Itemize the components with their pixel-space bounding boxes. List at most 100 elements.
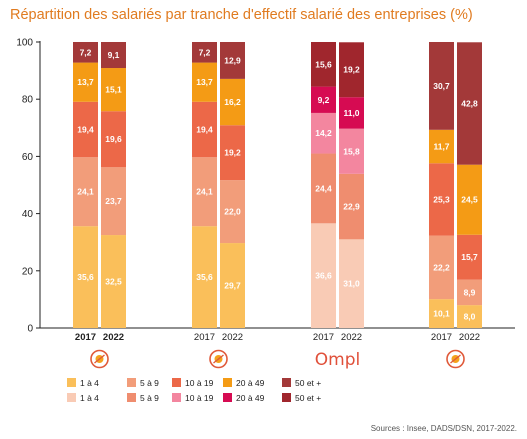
data-label: 19,2	[224, 148, 241, 158]
bar-segment	[192, 101, 217, 158]
data-label: 19,2	[343, 65, 360, 75]
legend-swatch	[223, 393, 232, 402]
x-tick-label: 2022	[222, 332, 243, 343]
y-tick-label: 100	[16, 38, 33, 49]
legend-label: 1 à 4	[80, 393, 99, 403]
data-label: 24,1	[77, 187, 94, 197]
data-label: 24,4	[315, 183, 332, 193]
legend-swatch	[67, 393, 76, 402]
bar-segment	[457, 279, 482, 306]
data-label: 24,5	[461, 195, 478, 205]
legend-label: 1 à 4	[80, 378, 99, 388]
data-label: 25,3	[433, 194, 450, 204]
data-label: 19,4	[196, 125, 213, 135]
x-tick-label: 2022	[103, 332, 124, 343]
y-tick-label: 80	[22, 95, 34, 106]
data-label: 22,9	[343, 202, 360, 212]
ep-logo-icon	[446, 349, 465, 369]
bar-segment	[73, 226, 98, 328]
bar-segment	[73, 101, 98, 158]
source-note: Sources : Insee, DADS/DSN, 2017-2022.	[370, 424, 517, 433]
bar-segment	[429, 299, 454, 328]
legend-swatch	[282, 378, 291, 387]
y-tick-label: 20	[22, 266, 34, 277]
bar-segment	[339, 42, 364, 98]
data-label: 7,2	[80, 47, 92, 57]
data-label: 15,8	[343, 146, 360, 156]
x-tick-label: 2022	[459, 332, 480, 343]
bar-segment	[429, 42, 454, 130]
bar-segment	[220, 78, 245, 126]
aa-logo-icon	[90, 349, 109, 369]
legend-label: 5 à 9	[140, 393, 159, 403]
legend-label: 50 et +	[295, 378, 321, 388]
y-tick-label: 0	[27, 324, 33, 335]
bar-segment	[220, 243, 245, 328]
bar-segment	[192, 62, 217, 102]
bar-segment	[311, 223, 336, 328]
data-label: 10,1	[433, 309, 450, 319]
data-label: 23,7	[105, 196, 122, 206]
legend-swatch	[282, 393, 291, 402]
bar-segment	[457, 42, 482, 165]
data-label: 32,5	[105, 277, 122, 287]
legend-swatch	[127, 393, 136, 402]
legend-label: 20 à 49	[236, 378, 265, 388]
bar-segment	[101, 111, 126, 168]
bar-segment	[311, 112, 336, 154]
aa-logo-mark	[94, 354, 105, 364]
data-label: 22,2	[433, 262, 450, 272]
bar-segment	[73, 42, 98, 63]
x-tick-label: 2017	[194, 332, 215, 343]
bar-segment	[339, 97, 364, 129]
legend-swatch	[172, 378, 181, 387]
x-tick-label: 2022	[341, 332, 362, 343]
bar-segment	[220, 42, 245, 79]
data-label: 14,2	[315, 128, 332, 138]
bar-segment	[192, 42, 217, 63]
ep-logo-mark	[450, 354, 461, 364]
bar-segment	[429, 129, 454, 164]
data-label: 22,0	[224, 207, 241, 217]
legend-swatch	[172, 393, 181, 402]
bar-segment	[101, 42, 126, 69]
legend-swatch	[127, 378, 136, 387]
data-label: 11,0	[343, 108, 359, 118]
data-label: 15,1	[105, 85, 122, 95]
data-label: 12,9	[224, 55, 241, 65]
data-label: 42,8	[461, 98, 478, 108]
cb-logo-icon	[209, 349, 228, 369]
bar-segment	[457, 305, 482, 328]
data-label: 15,7	[461, 252, 478, 262]
data-label: 13,7	[77, 77, 94, 87]
data-label: 9,1	[108, 50, 120, 60]
data-label: 11,7	[433, 142, 449, 152]
legend-label: 50 et +	[295, 393, 321, 403]
bar-segment	[101, 68, 126, 112]
bar-segment	[429, 235, 454, 300]
data-label: 13,7	[196, 77, 213, 87]
bar-segment	[311, 86, 336, 113]
bar-segment	[220, 180, 245, 244]
ompl-logo: Ompl	[315, 350, 360, 370]
data-label: 31,0	[343, 279, 360, 289]
x-tick-label: 2017	[75, 332, 96, 343]
data-label: 9,2	[318, 95, 330, 105]
bar-segment	[192, 226, 217, 328]
bar-segment	[311, 42, 336, 87]
y-tick-label: 40	[22, 209, 34, 220]
chart-title: Répartition des salariés par tranche d'e…	[10, 7, 473, 23]
data-label: 35,6	[77, 272, 94, 282]
data-label: 19,6	[105, 134, 122, 144]
data-label: 15,6	[315, 59, 332, 69]
data-label: 8,0	[464, 312, 476, 322]
legend-label: 10 à 19	[185, 378, 214, 388]
bar-segment	[457, 234, 482, 280]
bar-segment	[73, 157, 98, 227]
data-label: 8,9	[464, 287, 476, 297]
data-label: 36,6	[315, 271, 332, 281]
cb-logo-mark	[213, 354, 224, 364]
data-label: 16,2	[224, 97, 241, 107]
bar-segment	[457, 164, 482, 235]
legend-label: 5 à 9	[140, 378, 159, 388]
